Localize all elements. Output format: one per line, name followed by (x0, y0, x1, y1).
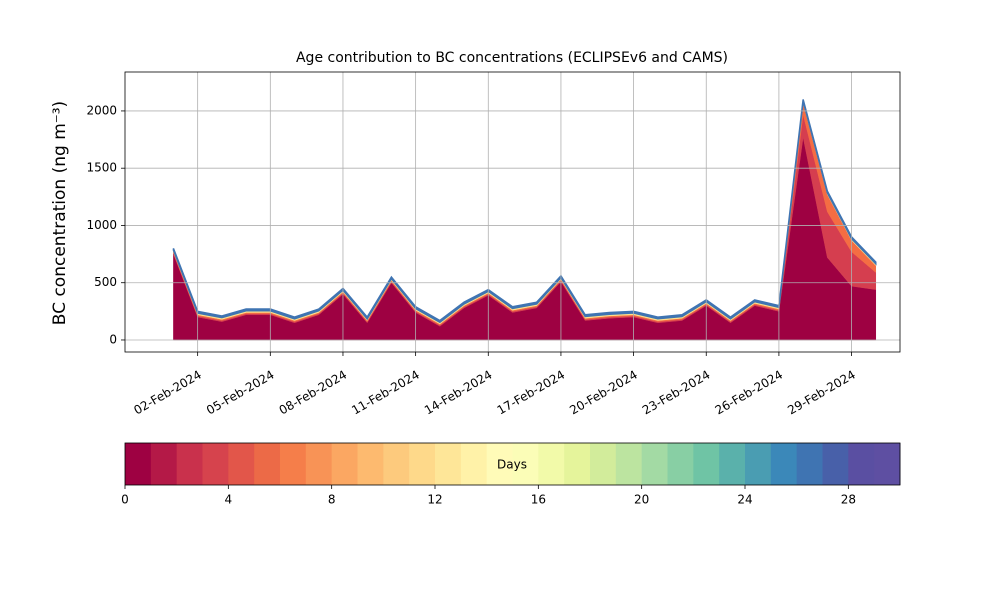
colorbar-tick-label: 16 (531, 493, 546, 507)
x-tick-label: 02-Feb-2024 (131, 368, 204, 418)
y-tick-label: 1000 (86, 218, 117, 232)
colorbar-cell (125, 443, 152, 485)
x-tick-label: 14-Feb-2024 (422, 368, 495, 418)
colorbar-frame (124, 442, 901, 486)
colorbar-cell (822, 443, 849, 485)
y-tick-label: 0 (109, 332, 117, 346)
colorbar-cell (486, 443, 513, 485)
colorbar-cell (409, 443, 436, 485)
colorbar-cell (745, 443, 772, 485)
x-tick-label: 11-Feb-2024 (349, 368, 422, 418)
area (172, 99, 877, 324)
area (173, 101, 877, 325)
colorbar-cell (331, 443, 358, 485)
colorbar-cell (538, 443, 565, 485)
colorbar-cell (874, 443, 901, 485)
x-tick-label: 26-Feb-2024 (713, 368, 786, 418)
colorbar-cell (512, 443, 539, 485)
colorbar-cell (305, 443, 333, 485)
colorbar-cell (615, 443, 643, 485)
area (173, 102, 877, 326)
colorbar-cell (280, 443, 307, 485)
colorbar-cell (228, 443, 255, 485)
plot-frame (124, 71, 901, 353)
colorbar-cell (641, 443, 668, 485)
x-tick-label: 08-Feb-2024 (277, 368, 350, 418)
colorbar-cell (254, 443, 281, 485)
y-axis-label: BC concentration (ng m⁻³) (50, 101, 70, 325)
colorbar-tick-label: 4 (225, 493, 233, 507)
x-tick-label: 23-Feb-2024 (640, 368, 713, 418)
colorbar-tick-label: 20 (634, 493, 649, 507)
x-tick-label: 29-Feb-2024 (785, 368, 858, 418)
colorbar-cell (176, 443, 203, 485)
colorbar-tick-label: 24 (737, 493, 752, 507)
colorbar-cell (719, 443, 746, 485)
colorbar-cell (435, 443, 462, 485)
colorbar-cell (590, 443, 617, 485)
colorbar-cell (693, 443, 720, 485)
x-tick-label: 05-Feb-2024 (204, 368, 277, 418)
colorbar-cell (202, 443, 229, 485)
colorbar-tick-label: 28 (841, 493, 856, 507)
colorbar-cell (150, 443, 178, 485)
colorbar-cell (848, 443, 875, 485)
area (173, 114, 877, 327)
colorbar-cell (383, 443, 410, 485)
colorbar-cell (796, 443, 823, 485)
x-tick-label: 17-Feb-2024 (495, 368, 568, 418)
colorbar-label: Days (497, 458, 527, 472)
colorbar-tick-label: 0 (121, 493, 129, 507)
colorbar-cell (770, 443, 798, 485)
colorbar-cell (667, 443, 694, 485)
y-tick-label: 1500 (86, 161, 117, 175)
x-tick-label: 20-Feb-2024 (567, 368, 640, 418)
colorbar-tick-label: 12 (427, 493, 442, 507)
y-tick-label: 500 (94, 275, 117, 289)
colorbar-cell (357, 443, 384, 485)
colorbar-cell (564, 443, 591, 485)
y-tick-label: 2000 (86, 103, 117, 117)
chart-title: Age contribution to BC concentrations (E… (296, 50, 728, 66)
colorbar-cell (460, 443, 488, 485)
colorbar-tick-label: 8 (328, 493, 336, 507)
